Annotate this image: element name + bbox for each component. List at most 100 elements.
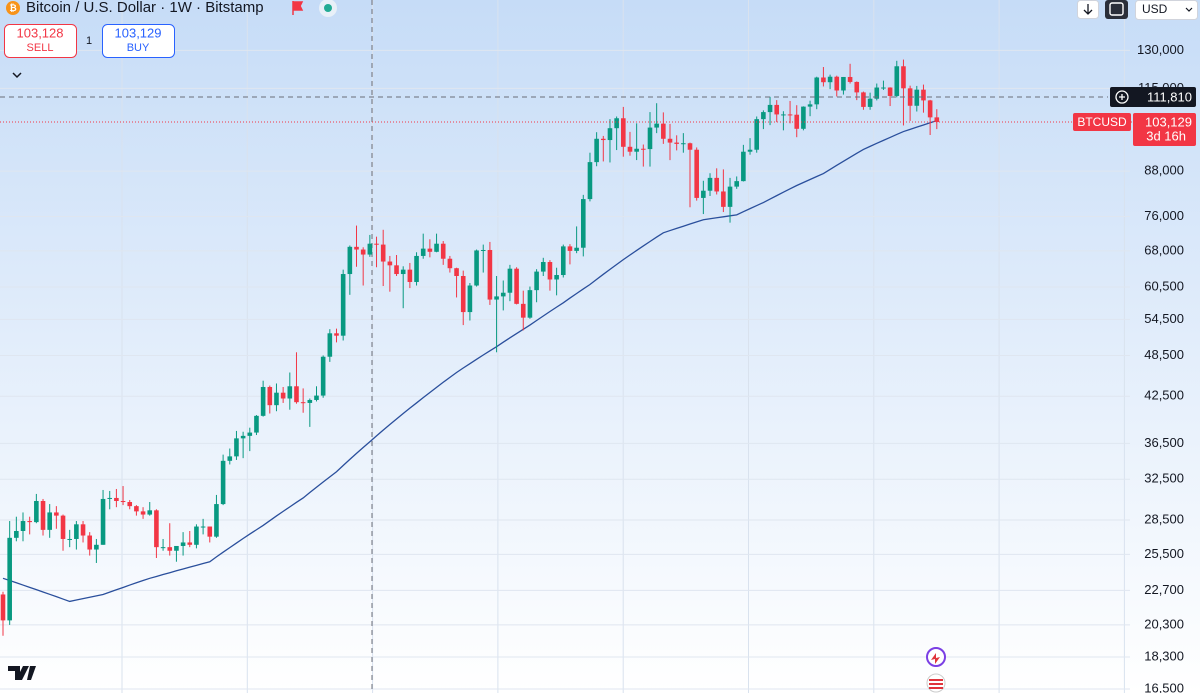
candle-body <box>400 269 406 275</box>
candle-body <box>160 547 166 549</box>
y-tick-label: 48,500 <box>1144 347 1184 362</box>
y-tick-label: 36,500 <box>1144 435 1184 450</box>
candle-body <box>274 392 279 406</box>
currency: USD <box>1142 2 1168 16</box>
y-tick-label: 60,500 <box>1144 278 1184 293</box>
candle-body <box>774 104 780 115</box>
currency-select[interactable] <box>1135 0 1198 20</box>
candle-body <box>60 515 66 539</box>
buy-price: 103,129 <box>115 25 162 40</box>
market-status[interactable] <box>324 4 332 12</box>
candle-body <box>667 138 673 143</box>
candle-body <box>114 497 119 501</box>
candle-body <box>454 268 459 277</box>
candle-body <box>534 271 539 291</box>
candle-body <box>20 521 26 531</box>
candle-body <box>574 247 579 251</box>
bitcoin-icon <box>6 1 20 15</box>
candle-body <box>734 181 739 187</box>
y-tick-label: 88,000 <box>1144 163 1184 178</box>
candle-body <box>347 246 353 275</box>
candle-body <box>167 547 173 551</box>
candle-body <box>147 510 153 515</box>
candle-body <box>547 262 553 280</box>
candle-body <box>267 386 273 406</box>
candle-body <box>254 415 259 433</box>
candle-body <box>714 177 719 192</box>
candle-body <box>921 89 926 101</box>
candle-body <box>861 92 866 107</box>
candle-body <box>767 104 773 113</box>
fullscreen-icon <box>1109 2 1124 16</box>
candle-body <box>487 249 493 300</box>
candle-body <box>220 460 226 505</box>
candle-body <box>300 402 306 404</box>
candle-body <box>240 435 246 439</box>
candle-body <box>174 545 179 551</box>
download-icon <box>1083 4 1093 15</box>
candle-body <box>801 106 806 129</box>
y-tick-label: 68,000 <box>1144 242 1184 257</box>
candle-body <box>894 66 900 96</box>
candle-body <box>874 87 880 99</box>
candle-body <box>27 521 32 523</box>
candle-body <box>854 81 860 93</box>
candle-body <box>754 119 760 150</box>
candle-body <box>194 526 199 545</box>
candle-body <box>621 118 626 147</box>
candle-body <box>140 511 146 515</box>
symbol-label: BTCUSD <box>1077 115 1127 129</box>
candle-body <box>881 87 886 89</box>
candle-body <box>727 186 733 207</box>
candle-body <box>180 542 186 546</box>
candle-body <box>200 526 206 528</box>
sell-button[interactable] <box>4 24 77 58</box>
y-tick-label: 54,500 <box>1144 311 1184 326</box>
y-tick-label: 42,500 <box>1144 388 1184 403</box>
buy-button[interactable] <box>102 24 175 58</box>
candle-body <box>841 76 846 91</box>
candle-body <box>654 123 659 128</box>
candle-body <box>54 512 59 516</box>
collapse-chevron[interactable] <box>12 72 22 79</box>
candle-body <box>527 290 533 318</box>
candle-body <box>641 148 646 150</box>
candle-body <box>447 258 453 269</box>
add-alert-icon[interactable] <box>1115 90 1129 104</box>
candle-body <box>807 104 813 107</box>
candle-body <box>100 498 106 545</box>
candle-body <box>741 151 746 182</box>
candle-body <box>814 77 820 105</box>
candle-body <box>687 143 693 150</box>
candle-body <box>234 438 239 457</box>
candle-body <box>781 114 786 116</box>
candle-body <box>647 127 653 150</box>
candle-body <box>467 285 473 313</box>
candle-body <box>107 497 113 499</box>
candle-body <box>80 524 86 536</box>
candle-body <box>914 89 920 106</box>
candle-body <box>580 199 586 248</box>
flag-icon[interactable] <box>292 1 304 15</box>
crosshair-price: 111,810 <box>1147 89 1192 104</box>
sell-price: 103,128 <box>17 25 64 40</box>
candle-body <box>661 123 666 139</box>
candle-body <box>287 386 293 399</box>
candle-body <box>887 87 893 96</box>
candle-body <box>474 250 479 286</box>
candle-body <box>587 162 593 200</box>
candle-body <box>827 76 833 83</box>
bitcoin-glyph: ₿ <box>9 3 16 13</box>
bar-countdown: 3d 16h <box>1146 128 1186 143</box>
us-flag <box>929 679 943 689</box>
candle-body <box>821 77 826 83</box>
add-alert-plus <box>1119 94 1125 101</box>
candle-body <box>0 594 6 621</box>
sell-label: SELL <box>27 42 54 54</box>
candle-body <box>721 191 726 207</box>
candle-body <box>440 243 446 259</box>
candle-body <box>414 255 419 282</box>
y-tick-label: 76,000 <box>1144 208 1184 223</box>
